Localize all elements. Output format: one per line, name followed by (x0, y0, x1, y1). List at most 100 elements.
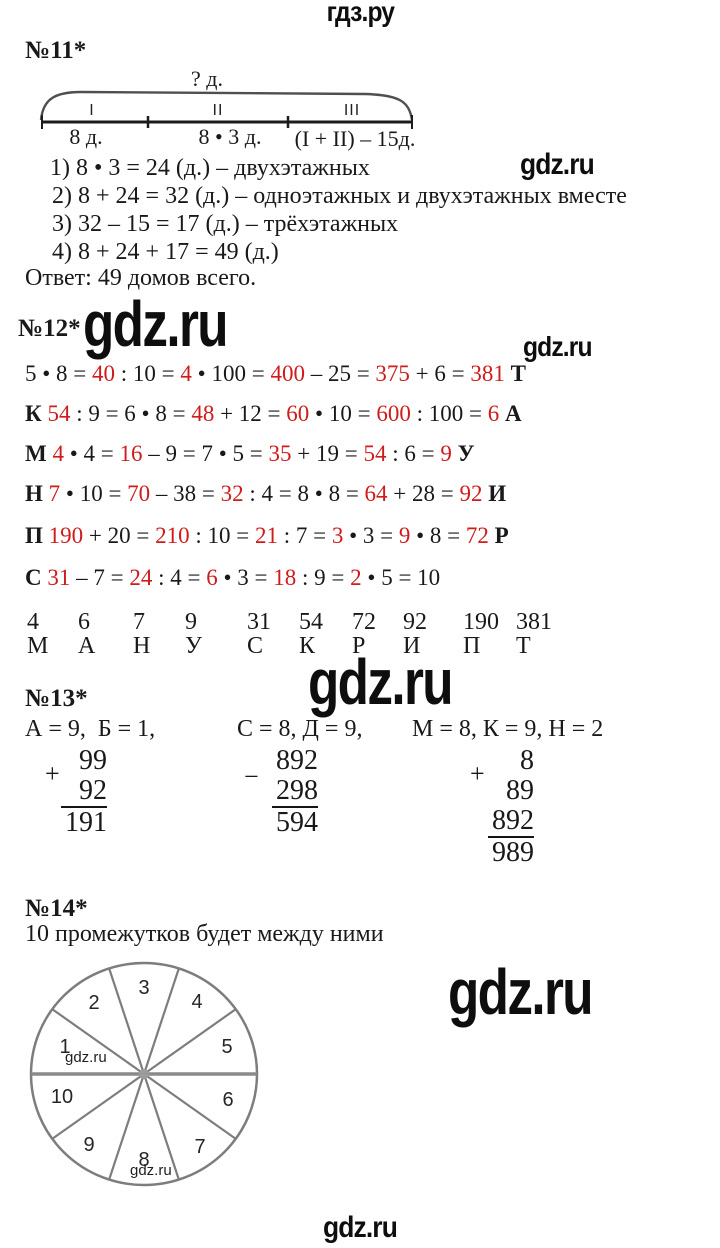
addend-row: 92 (45, 776, 107, 808)
code-letter-cell: К (299, 633, 316, 659)
minus-operator: − (244, 762, 259, 791)
equation-text: • 3 = (217, 565, 274, 590)
addend-row: 99 (45, 746, 107, 776)
equation-answer-number: 35 (268, 441, 292, 466)
equation-line: М 4 • 4 = 16 – 9 = 7 • 5 = 35 + 19 = 54 … (25, 441, 474, 466)
equation-answer-number: 40 (92, 361, 116, 386)
addend-row: 8 (472, 746, 534, 776)
addend-value: 92 (61, 776, 107, 808)
equation-text: У (451, 441, 475, 466)
addend-value: 89 (506, 775, 534, 806)
radius-72 (142, 967, 181, 1075)
circle-center-dot (139, 1069, 149, 1079)
radius-288 (142, 1073, 181, 1181)
equation-answer-number: 54 (363, 441, 387, 466)
code-letter-cell: С (247, 633, 264, 659)
task13-letter-values: А = 9, Б = 1, (25, 716, 156, 742)
equation-text: Т (504, 361, 526, 386)
radius-324 (143, 1073, 237, 1140)
equation-answer-number: 9 (398, 523, 411, 548)
segment-roman-2: II (212, 102, 224, 119)
code-number-cell: 9 (185, 609, 197, 635)
code-number-cell: 72 (352, 609, 376, 635)
equation-text: И (482, 481, 507, 506)
equation-text: • 10 = (309, 401, 377, 426)
equation-text: : 4 = (152, 565, 207, 590)
equation-text: : 9 = 6 • 8 = (70, 401, 192, 426)
sector-circle-diagram: 1 2 3 4 5 6 7 8 9 10 (29, 958, 259, 1192)
addend-row: 298 (256, 776, 318, 808)
column-arithmetic: −892 298 594 (244, 745, 318, 838)
task11-diagram (35, 86, 425, 132)
equation-answer-number: 375 (375, 361, 410, 386)
radius-216 (51, 1073, 145, 1140)
code-letter-cell: М (27, 633, 49, 659)
addend-value: 892 (488, 806, 534, 838)
segment-label-1: 8 д. (69, 124, 103, 149)
result-row: 989 (472, 838, 534, 868)
equation-answer-number: 6 (487, 401, 500, 426)
task11-step-1: 1) 8 • 3 = 24 (д.) – двухэтажных (50, 155, 370, 181)
sector-number: 10 (50, 1086, 74, 1108)
equation-text: С (25, 565, 48, 590)
code-number-cell: 381 (516, 609, 552, 635)
segment-roman-1: I (89, 102, 95, 119)
code-number-cell: 4 (27, 609, 39, 635)
equation-text: : 9 = (296, 565, 351, 590)
equation-answer-number: 3 (331, 523, 344, 548)
equation-text: – 9 = 7 • 5 = (142, 441, 269, 466)
code-letter-cell: П (463, 633, 481, 659)
watermark-task11: gdz.ru (520, 148, 595, 181)
addend-row: 892 (472, 806, 534, 838)
site-header: гдз.ру (0, 0, 720, 26)
equation-text: + 28 = (387, 481, 460, 506)
watermark-task12-small: gdz.ru (523, 331, 593, 362)
equation-text: – 38 = (150, 481, 221, 506)
task11-step-4: 4) 8 + 24 + 17 = 49 (д.) (52, 239, 279, 265)
segment-label-2: 8 • 3 д. (198, 124, 262, 149)
code-letter-cell: Н (133, 633, 151, 659)
sector-number: 8 (138, 1149, 150, 1171)
equation-answer-number: 31 (47, 565, 71, 590)
equation-text: • 100 = (191, 361, 271, 386)
task14-title: №14* (25, 895, 88, 922)
addend-row: 89 (472, 776, 534, 806)
equation-text: : 4 = 8 • 8 = (243, 481, 365, 506)
sector-number: 1 (59, 1036, 71, 1058)
equation-answer-number: 400 (270, 361, 305, 386)
plus-operator: + (470, 759, 485, 788)
sector-circle-graphic (29, 961, 259, 1187)
result-value: 191 (65, 807, 107, 838)
equation-text: К (25, 401, 48, 426)
equation-text: П (25, 523, 49, 548)
result-row: 191 (45, 808, 107, 838)
site-footer-logo: gdz.ru (323, 1211, 398, 1244)
equation-text: • 8 = (410, 523, 466, 548)
equation-answer-number: 64 (364, 481, 388, 506)
task13-column: М = 8, К = 9, Н = 2 +8 89 892 989 (412, 716, 603, 868)
sector-number: 9 (83, 1134, 95, 1156)
column-arithmetic: +8 89 892 989 (470, 746, 534, 868)
task11-step-3: 3) 32 – 15 = 17 (д.) – трёхэтажных (52, 211, 399, 237)
equation-text: : 10 = (115, 361, 181, 386)
equation-text: М (25, 441, 53, 466)
equation-text: • 4 = (63, 441, 120, 466)
addend-value: 892 (276, 745, 318, 776)
equation-answer-number: 4 (52, 441, 64, 466)
equation-line: Н 7 • 10 = 70 – 38 = 32 : 4 = 8 • 8 = 64… (25, 481, 506, 506)
task13-column: С = 8, Д = 9, −892 298 594 (237, 716, 362, 838)
equation-answer-number: 600 (376, 401, 411, 426)
equation-answer-number: 4 (180, 361, 192, 386)
watermark-circle-1: gdz.ru (65, 1049, 107, 1066)
curly-bracket-shape (39, 90, 414, 121)
watermark-circle-2: gdz.ru (130, 1162, 172, 1179)
segment-roman-3: III (343, 102, 361, 119)
equation-text: Р (488, 523, 509, 548)
equation-answer-number: 92 (459, 481, 483, 506)
task12-title: №12* (18, 315, 81, 342)
equation-answer-number: 60 (286, 401, 310, 426)
column-arithmetic: +99 92 191 (45, 746, 107, 838)
equation-line: 5 • 8 = 40 : 10 = 4 • 100 = 400 – 25 = 3… (25, 361, 526, 386)
equation-answer-number: 21 (254, 523, 278, 548)
